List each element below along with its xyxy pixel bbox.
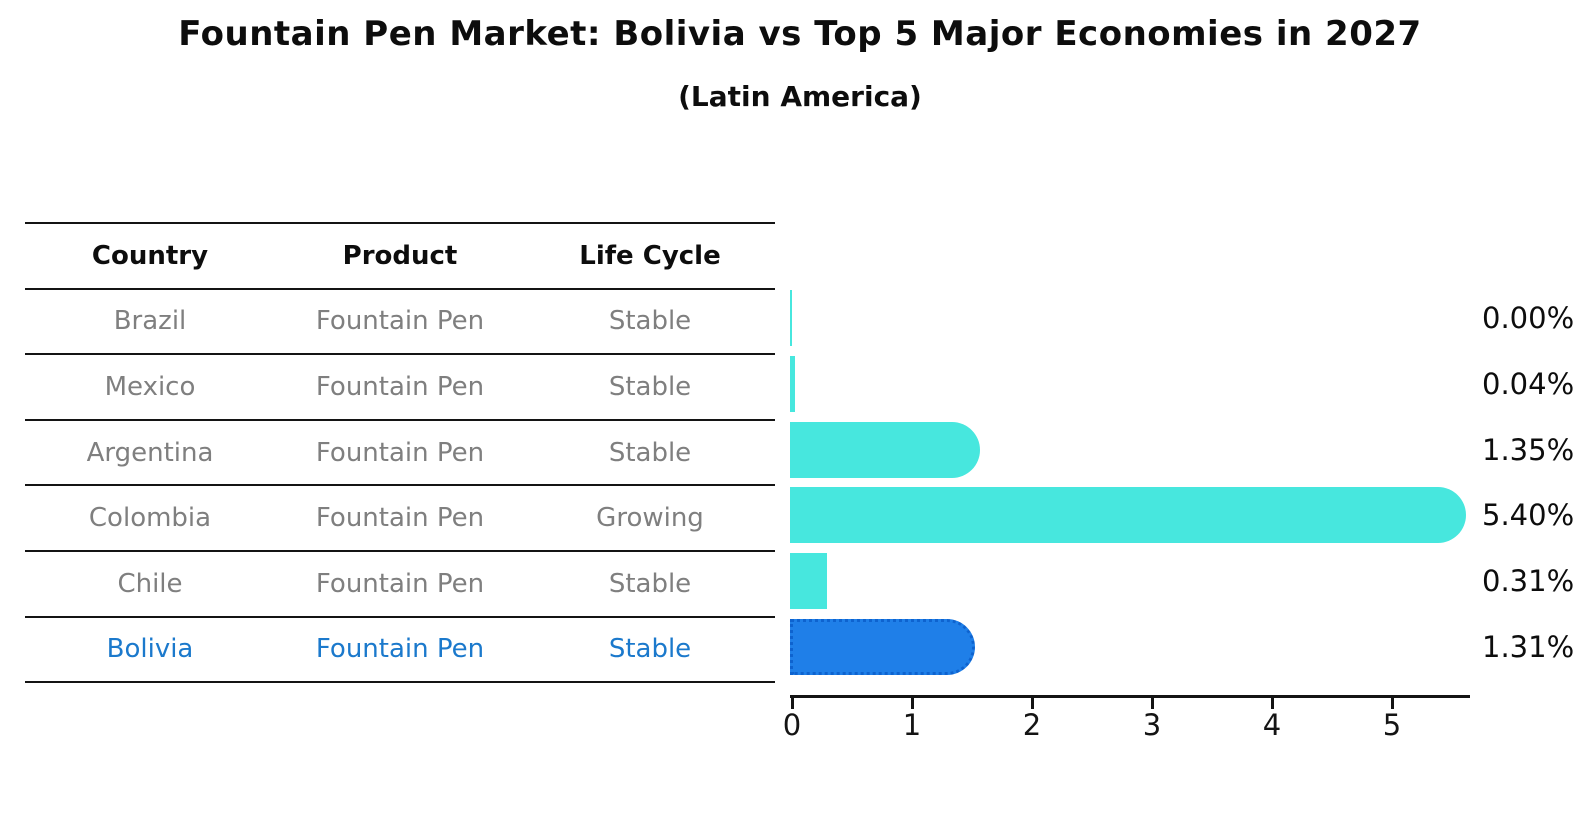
x-tick <box>790 698 794 709</box>
x-tick-label: 5 <box>1382 708 1402 742</box>
table-row: Argentina Fountain Pen Stable <box>25 421 775 487</box>
value-label: 0.04% <box>1482 366 1575 401</box>
table-cell-life-cycle: Stable <box>608 437 692 468</box>
table-cell-product: Fountain Pen <box>315 371 485 402</box>
table-cell-country: Brazil <box>113 306 187 337</box>
table-cell-product: Fountain Pen <box>315 306 485 337</box>
x-tick-label: 0 <box>782 708 802 742</box>
chart-subtitle: (Latin America) <box>678 80 922 113</box>
table-body: Brazil Fountain Pen Stable Mexico Fountain P… <box>25 290 775 684</box>
table-cell-country: Chile <box>117 568 183 599</box>
x-tick <box>1030 698 1034 709</box>
table-cell-country: Mexico <box>104 371 196 402</box>
table-row: Brazil Fountain Pen Stable <box>25 290 775 356</box>
value-label: 1.35% <box>1482 432 1575 467</box>
table-header-cell: Life Cycle <box>579 240 721 271</box>
x-tick-label: 3 <box>1142 708 1162 742</box>
bar-bolivia <box>790 619 976 675</box>
table-cell-product: Fountain Pen <box>315 437 485 468</box>
table-row: Bolivia Fountain Pen Stable <box>25 618 775 684</box>
table-cell-product: Fountain Pen <box>315 568 485 599</box>
table-cell-product: Fountain Pen <box>315 503 485 534</box>
table-row: Mexico Fountain Pen Stable <box>25 355 775 421</box>
table-cell-life-cycle: Stable <box>608 568 692 599</box>
bar-mexico <box>790 355 795 412</box>
x-tick <box>1150 698 1154 709</box>
x-tick <box>1390 698 1394 709</box>
table-cell-country: Argentina <box>86 437 214 468</box>
table-cell-life-cycle: Stable <box>608 634 692 665</box>
value-label: 0.00% <box>1482 301 1575 335</box>
table-row: Colombia Fountain Pen Growing <box>25 486 775 552</box>
x-axis-line <box>790 695 1470 698</box>
x-tick-label: 1 <box>902 708 922 742</box>
chart-title: Fountain Pen Market: Bolivia vs Top 5 Ma… <box>178 14 1422 54</box>
x-tick <box>1270 698 1274 709</box>
table-header-cell: Country <box>91 240 209 271</box>
bar-chile <box>790 553 828 610</box>
table-cell-country: Bolivia <box>106 634 194 665</box>
bar-brazil <box>790 290 792 346</box>
table-cell-country: Colombia <box>88 503 212 534</box>
x-tick <box>910 698 914 709</box>
table-cell-life-cycle: Stable <box>608 371 692 402</box>
bar-argentina <box>790 421 980 478</box>
table-cell-life-cycle: Stable <box>608 306 692 337</box>
value-label: 5.40% <box>1482 498 1575 533</box>
table-cell-product: Fountain Pen <box>315 634 485 665</box>
value-label: 1.31% <box>1482 630 1575 664</box>
x-tick-label: 2 <box>1022 708 1042 742</box>
table-row: Chile Fountain Pen Stable <box>25 552 775 618</box>
value-label: 0.31% <box>1482 564 1575 599</box>
table-header-row: Country Product Life Cycle <box>25 224 775 290</box>
table-cell-life-cycle: Growing <box>596 503 704 534</box>
x-tick-label: 4 <box>1262 708 1282 742</box>
country-table: Country Product Life Cycle Brazil Fountain … <box>25 222 775 684</box>
table-header-cell: Product <box>342 240 458 271</box>
bar-colombia <box>790 487 1466 544</box>
